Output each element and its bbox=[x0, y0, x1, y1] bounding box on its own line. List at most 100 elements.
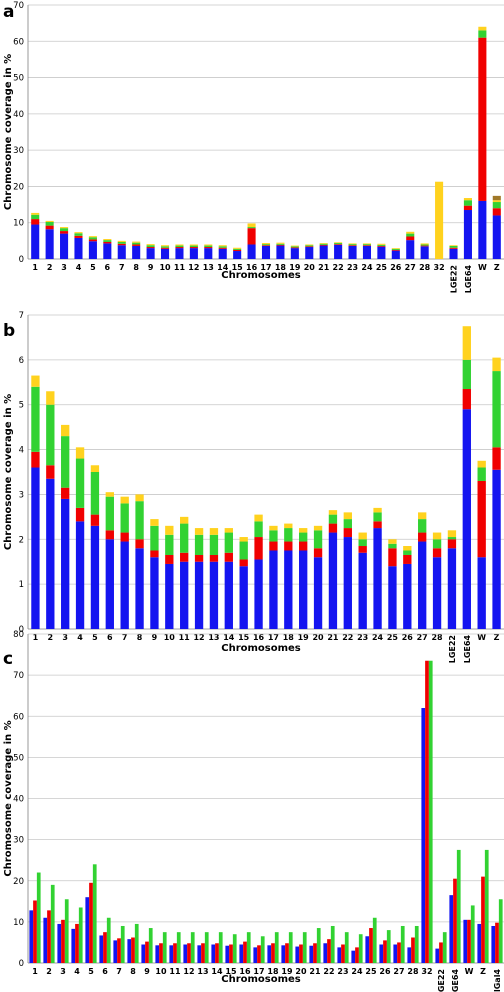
bar-3-series-3 bbox=[60, 228, 69, 232]
bar-2-series-2 bbox=[47, 910, 51, 963]
bar-17-series-1 bbox=[253, 947, 258, 963]
bar-28-series-2 bbox=[432, 548, 442, 558]
bar-16-series-1 bbox=[239, 944, 244, 963]
bar-4-series-3 bbox=[74, 233, 83, 236]
bar-5-series-1 bbox=[85, 897, 90, 963]
bar-6-series-1 bbox=[105, 539, 114, 629]
bar-6-series-2 bbox=[103, 932, 107, 963]
bar-10-series-3 bbox=[165, 534, 174, 555]
bar-11-series-2 bbox=[173, 943, 177, 963]
bar-32-series-1 bbox=[421, 708, 426, 963]
x-tick-label: 19 bbox=[289, 263, 301, 272]
bar-20-series-3 bbox=[302, 932, 307, 963]
bar-13-series-1 bbox=[204, 248, 213, 259]
bar-14-series-1 bbox=[218, 248, 227, 259]
bar-19-series-1 bbox=[299, 550, 308, 629]
bar-W-series-3 bbox=[470, 905, 475, 963]
bar-LGE22-series-4 bbox=[447, 530, 457, 538]
bar-27-series-2 bbox=[406, 236, 415, 241]
x-tick-label: 8 bbox=[137, 633, 143, 642]
bar-21-series-3 bbox=[328, 514, 338, 524]
bar-Z-series-2 bbox=[492, 208, 501, 216]
bar-21-series-1 bbox=[319, 245, 328, 259]
bar-20-series-4 bbox=[305, 244, 314, 246]
bar-28-series-3 bbox=[414, 925, 419, 963]
bar-27-series-3 bbox=[418, 519, 427, 533]
y-tick-label: 7 bbox=[19, 311, 24, 321]
bar-28-series-1 bbox=[432, 557, 442, 629]
bar-18-series-3 bbox=[276, 243, 285, 245]
bar-27-series-1 bbox=[393, 944, 398, 963]
bar-23-series-2 bbox=[341, 944, 345, 963]
y-tick-label: 40 bbox=[13, 110, 24, 120]
x-tick-label: 2 bbox=[46, 967, 52, 976]
bar-22-series-3 bbox=[334, 243, 343, 245]
bar-32-series-4 bbox=[435, 181, 444, 259]
x-tick-label: 2 bbox=[47, 263, 53, 272]
bar-15-series-2 bbox=[233, 249, 242, 252]
y-tick-label: 40 bbox=[13, 795, 24, 805]
y-tick-label: 4 bbox=[19, 446, 24, 456]
bar-8-series-3 bbox=[134, 923, 139, 963]
bar-21-series-1 bbox=[328, 532, 338, 629]
bar-27-series-1 bbox=[418, 541, 427, 629]
x-tick-label: 15 bbox=[238, 633, 250, 642]
bar-1-series-1 bbox=[29, 910, 34, 963]
bar-5-series-1 bbox=[90, 525, 100, 629]
bar-27-series-2 bbox=[397, 942, 401, 963]
bar-32-series-2 bbox=[425, 660, 429, 963]
bar-27-series-1 bbox=[406, 240, 415, 259]
bar-4-series-1 bbox=[75, 521, 85, 629]
x-tick-label: 6 bbox=[105, 263, 111, 272]
bar-8-series-2 bbox=[131, 937, 135, 963]
bar-25-series-1 bbox=[388, 566, 397, 629]
x-tick-label: 20 bbox=[304, 263, 316, 272]
bar-25-series-4 bbox=[388, 539, 397, 544]
bar-3-series-1 bbox=[57, 923, 62, 963]
bar-17-series-2 bbox=[269, 541, 278, 551]
bar-LGE22-series-2 bbox=[447, 539, 457, 549]
bar-28-series-1 bbox=[420, 246, 429, 259]
bar-21-series-4 bbox=[319, 243, 328, 244]
bar-5-series-2 bbox=[88, 239, 97, 242]
bar-12-series-3 bbox=[194, 534, 204, 555]
bar-5-series-3 bbox=[92, 864, 97, 963]
y-tick-label: 5 bbox=[19, 401, 24, 411]
bar-27-series-4 bbox=[418, 512, 427, 520]
bar-21-series-2 bbox=[313, 943, 317, 963]
y-tick-label: 60 bbox=[13, 37, 24, 47]
x-axis-title: Chromosomes bbox=[221, 270, 301, 281]
bar-10-series-2 bbox=[160, 247, 170, 249]
bar-16-series-4 bbox=[247, 223, 256, 228]
bar-26-series-2 bbox=[391, 249, 400, 251]
bar-2-series-3 bbox=[50, 884, 55, 963]
bar-16-series-1 bbox=[247, 244, 256, 259]
bar-13-series-1 bbox=[209, 561, 219, 629]
bar-12-series-1 bbox=[194, 561, 204, 629]
x-tick-label: 8 bbox=[130, 967, 136, 976]
bar-Z-series-3 bbox=[492, 371, 501, 448]
bar-12-series-3 bbox=[189, 245, 198, 248]
bar-9-series-1 bbox=[150, 557, 159, 629]
bar-2-series-3 bbox=[45, 221, 54, 226]
bar-27-series-3 bbox=[400, 925, 405, 963]
bar-10-series-3 bbox=[160, 246, 170, 248]
bar-3-series-2 bbox=[61, 487, 70, 499]
bar-7-series-2 bbox=[117, 938, 121, 963]
y-tick-label: 20 bbox=[13, 877, 24, 887]
x-tick-label: 2 bbox=[48, 633, 54, 642]
bar-18-series-4 bbox=[284, 523, 293, 529]
bar-21-series-1 bbox=[309, 945, 314, 963]
x-tick-label: 21 bbox=[309, 967, 321, 976]
bar-14-series-2 bbox=[215, 943, 219, 963]
bar-16-series-3 bbox=[246, 932, 251, 963]
bar-21-series-3 bbox=[319, 243, 328, 245]
bar-15-series-4 bbox=[239, 537, 248, 542]
bar-3-series-4 bbox=[60, 227, 69, 229]
bar-24-series-1 bbox=[351, 950, 356, 963]
x-tick-label: 4 bbox=[76, 263, 82, 272]
bar-11-series-1 bbox=[169, 945, 174, 963]
bar-19-series-2 bbox=[299, 541, 308, 551]
x-tick-label: 28 bbox=[419, 263, 431, 272]
bar-11-series-4 bbox=[180, 516, 189, 524]
